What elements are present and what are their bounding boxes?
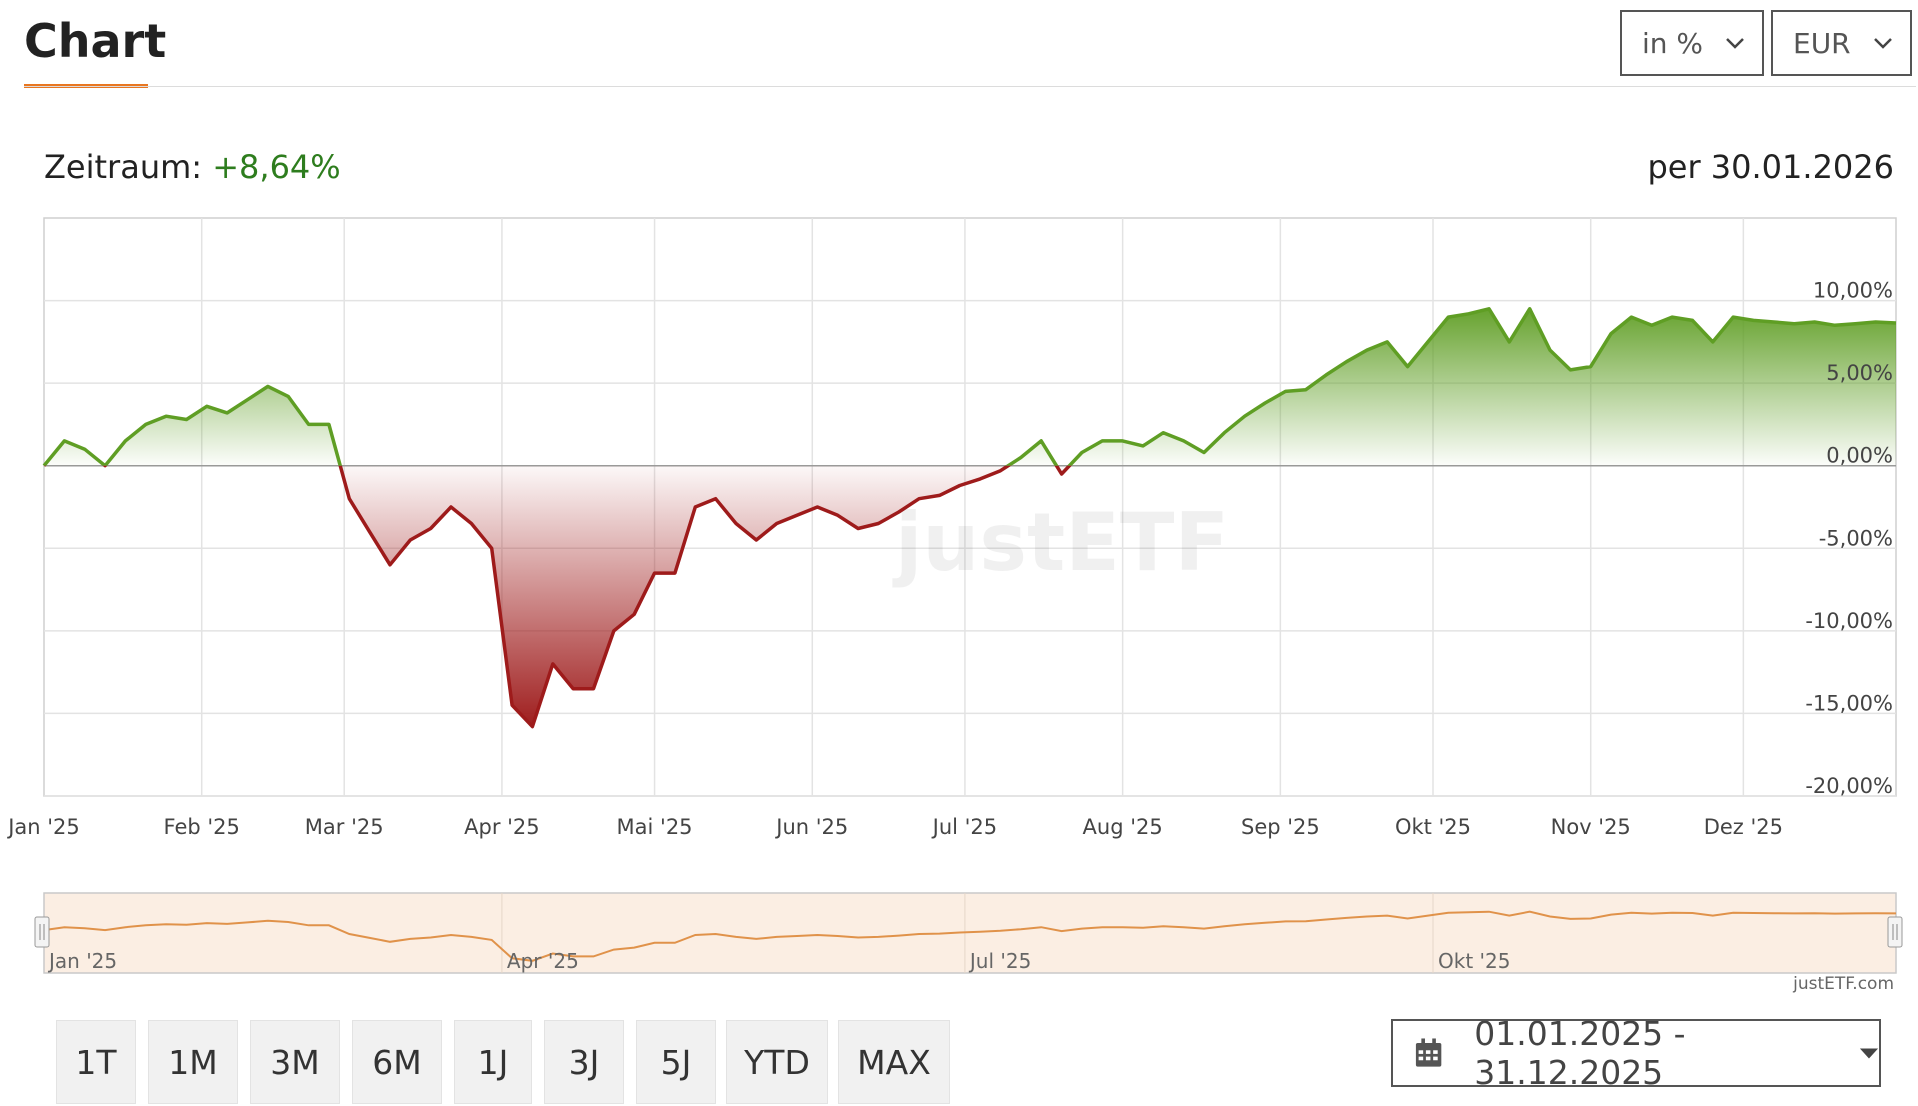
x-tick-label: Feb '25: [164, 815, 240, 839]
y-axis-labels: 10,00% 5,00% 0,00% -5,00% -10,00% -15,00% -20,…: [1805, 279, 1893, 798]
y-tick-label: -15,00%: [1805, 691, 1893, 715]
navigator-label: Jan '25: [47, 949, 117, 973]
range-button-5j[interactable]: 5J: [636, 1020, 716, 1104]
date-range-picker[interactable]: 01.01.2025 - 31.12.2025: [1391, 1014, 1881, 1092]
x-tick-label: Dez '25: [1704, 815, 1783, 839]
range-button-1j[interactable]: 1J: [454, 1020, 532, 1104]
y-tick-label: 5,00%: [1826, 361, 1893, 385]
navigator-labels: Jan '25 Apr '25 Jul '25 Okt '25: [47, 949, 1510, 973]
range-button-3j[interactable]: 3J: [544, 1020, 624, 1104]
navigator-label: Apr '25: [507, 949, 579, 973]
unit-select-value: in %: [1642, 26, 1704, 60]
chevron-down-icon: [1874, 38, 1892, 49]
navigator-label: Jul '25: [968, 949, 1031, 973]
y-tick-label: -5,00%: [1819, 526, 1893, 550]
y-tick-label: -20,00%: [1805, 774, 1893, 798]
area-positive: [44, 308, 1896, 466]
range-button-6m[interactable]: 6M: [352, 1020, 442, 1104]
range-button-1m[interactable]: 1M: [148, 1020, 238, 1104]
range-button-3m[interactable]: 3M: [250, 1020, 340, 1104]
navigator-line: [43, 910, 1897, 962]
x-tick-label: Mar '25: [305, 815, 384, 839]
y-tick-label: -10,00%: [1805, 609, 1893, 633]
area-fills: [44, 308, 1896, 727]
chevron-down-icon: [1726, 38, 1744, 49]
range-button-max[interactable]: MAX: [838, 1020, 950, 1104]
x-tick-label: Jul '25: [931, 815, 998, 839]
header-divider: [24, 86, 1916, 87]
range-navigator[interactable]: Jan '25 Apr '25 Jul '25 Okt '25: [0, 880, 1918, 980]
navigator-handle-left[interactable]: [34, 916, 50, 948]
credit-link[interactable]: justETF.com: [1793, 974, 1894, 994]
navigator-handle-right[interactable]: [1887, 916, 1903, 948]
navigator-label: Okt '25: [1438, 949, 1510, 973]
series-line-positive: [42, 307, 1897, 466]
grid: [44, 218, 1896, 797]
performance-chart[interactable]: justETF 10,00% 5,00% 0,00% -5,00% -10,00% -15…: [0, 0, 1918, 880]
series-line-negative: [44, 465, 1072, 729]
currency-select[interactable]: EUR: [1771, 10, 1912, 76]
period-label: Zeitraum:: [44, 148, 203, 186]
y-tick-label: 10,00%: [1813, 279, 1893, 303]
x-tick-label: Sep '25: [1241, 815, 1320, 839]
series-lines: [42, 307, 1897, 729]
area-negative: [340, 465, 1070, 727]
x-tick-label: Nov '25: [1551, 815, 1631, 839]
x-tick-label: Mai '25: [617, 815, 693, 839]
watermark: justETF: [892, 496, 1229, 589]
y-tick-label: 0,00%: [1826, 444, 1893, 468]
x-tick-label: Aug '25: [1083, 815, 1163, 839]
calendar-icon: [1415, 1038, 1442, 1067]
chart-title: Chart: [24, 14, 167, 68]
currency-select-value: EUR: [1793, 26, 1851, 60]
x-tick-label: Jun '25: [774, 815, 848, 839]
caret-down-icon: [1859, 1048, 1879, 1059]
date-range-text: 01.01.2025 - 31.12.2025: [1474, 1014, 1686, 1092]
range-button-ytd[interactable]: YTD: [726, 1020, 828, 1104]
x-tick-label: Okt '25: [1395, 815, 1471, 839]
x-tick-label: Apr '25: [464, 815, 540, 839]
period-performance: Zeitraum: +8,64%: [44, 148, 341, 186]
as-of-date: per 30.01.2026: [1647, 148, 1894, 186]
x-tick-label: Jan '25: [6, 815, 80, 839]
period-value: +8,64%: [212, 148, 341, 186]
unit-select[interactable]: in %: [1620, 10, 1764, 76]
range-button-1t[interactable]: 1T: [56, 1020, 136, 1104]
x-axis-labels: Jan '25 Feb '25 Mar '25 Apr '25 Mai '25 Jun '…: [6, 815, 1783, 839]
